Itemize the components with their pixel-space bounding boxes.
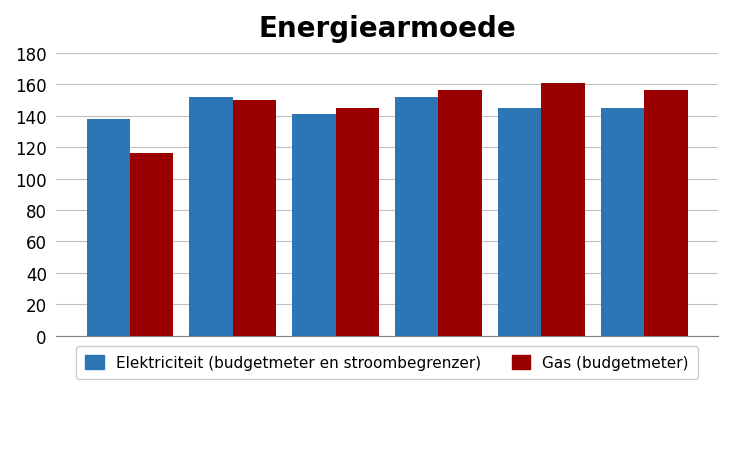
Bar: [335, 109, 379, 336]
Bar: [190, 97, 232, 336]
Bar: [396, 97, 438, 336]
Legend: Elektriciteit (budgetmeter en stroombegrenzer), Gas (budgetmeter): Elektriciteit (budgetmeter en stroombegr…: [76, 346, 698, 379]
Bar: [293, 115, 335, 336]
Bar: [541, 83, 584, 336]
Bar: [438, 91, 482, 336]
Bar: [130, 154, 173, 336]
Bar: [601, 109, 644, 336]
Bar: [498, 109, 541, 336]
Bar: [644, 91, 687, 336]
Bar: [86, 120, 130, 336]
Bar: [232, 101, 276, 336]
Title: Energiearmoede: Energiearmoede: [258, 15, 516, 43]
